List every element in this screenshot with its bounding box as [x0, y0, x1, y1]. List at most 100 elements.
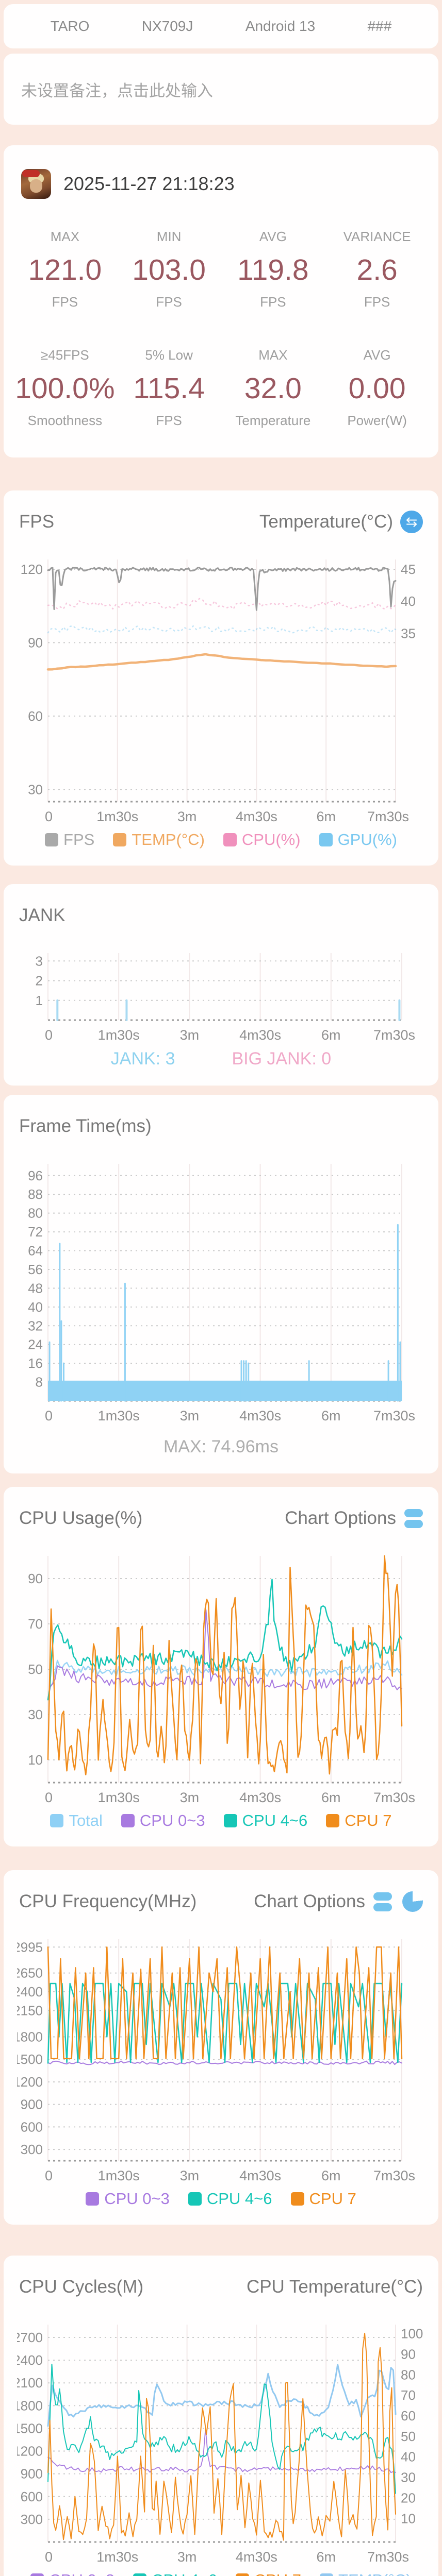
jank-chart[interactable]: 3 2 1 0 1m30s 3m 4m30s 6m 7m30s	[17, 946, 425, 1044]
svg-text:30: 30	[28, 1707, 43, 1722]
stat-unit: FPS	[364, 294, 390, 310]
chart-options-label: Chart Options	[285, 1508, 396, 1528]
svg-text:1m30s: 1m30s	[98, 1790, 140, 1805]
svg-text:40: 40	[401, 2449, 416, 2465]
cpu-cycles-chart[interactable]: 2700240021001800150012009006003001009080…	[13, 2317, 425, 2566]
legend-item[interactable]: CPU 0~3	[86, 2190, 170, 2208]
svg-text:24: 24	[28, 1337, 43, 1352]
svg-text:90: 90	[28, 1571, 43, 1586]
chart-options-icon[interactable]	[404, 1509, 423, 1528]
remark-card[interactable]: 未设置备注，点击此处输入	[4, 54, 438, 125]
temp-series	[47, 2364, 397, 2427]
stat-value: 100.0%	[15, 372, 115, 405]
legend-item[interactable]: GPU(%)	[319, 831, 397, 849]
svg-text:600: 600	[21, 2489, 43, 2504]
fps-chart-header: FPS Temperature(°C) ⇆	[17, 510, 425, 534]
svg-text:600: 600	[21, 2119, 43, 2134]
legend-label: CPU 4~6	[206, 2190, 272, 2208]
frame-time-chart[interactable]: 96 88 80 72 64 56 48 40 32 24 16 8 0 1m30s 3m 4m30s 6m 7m…	[17, 1157, 425, 1425]
tab-device-model[interactable]: NX709J	[141, 18, 193, 34]
legend-item: JANK: 3	[110, 1049, 175, 1069]
legend-item[interactable]: CPU 0~3	[121, 1811, 205, 1830]
stat-value: 119.8	[237, 253, 309, 286]
svg-text:30: 30	[28, 782, 43, 797]
svg-text:1200: 1200	[17, 2444, 43, 2459]
legend-swatch	[290, 2192, 304, 2206]
chart-options-icon[interactable]	[373, 1892, 392, 1911]
svg-text:4m30s: 4m30s	[239, 1408, 281, 1423]
legend-label: CPU 0~3	[49, 2571, 114, 2576]
cpu0-3-series	[47, 2428, 396, 2473]
svg-text:20: 20	[401, 2490, 416, 2505]
app-row: 2025-11-27 21:18:23	[13, 169, 429, 199]
stat-unit: FPS	[260, 294, 286, 310]
legend-item[interactable]: CPU 4~6	[133, 2571, 217, 2576]
svg-text:1: 1	[36, 993, 43, 1008]
legend-item[interactable]: Total	[50, 1811, 103, 1830]
stat-unit: FPS	[156, 413, 182, 428]
svg-text:2150: 2150	[17, 2003, 43, 2018]
swap-axis-icon[interactable]: ⇆	[400, 511, 423, 533]
chart-options-label: Chart Options	[254, 1891, 365, 1911]
fps-section: FPS Temperature(°C) ⇆ 120 90 60 30 45 40 35 0 1m…	[4, 490, 438, 866]
stat-unit: FPS	[52, 294, 78, 310]
svg-text:70: 70	[401, 2387, 416, 2403]
cpu-pct-series	[47, 598, 397, 610]
legend-item[interactable]: CPU 7	[290, 2190, 356, 2208]
stat-avg-fps: AVG 119.8 FPS	[221, 229, 325, 310]
legend-item[interactable]: CPU(%)	[223, 831, 301, 849]
svg-text:1500: 1500	[17, 2420, 43, 2436]
tab-device-name[interactable]: TARO	[50, 18, 90, 34]
legend-item[interactable]: CPU 4~6	[223, 1811, 307, 1830]
svg-text:50: 50	[28, 1662, 43, 1677]
jank-section: JANK 3 2 1 0 1m30s 3m 4m30s 6m 7m30s JANK: 3 BIG …	[4, 884, 438, 1086]
legend-item[interactable]: CPU 0~3	[30, 2571, 114, 2576]
legend-item[interactable]: CPU 7	[235, 2571, 301, 2576]
cpu-frequency-legend: CPU 0~3 CPU 4~6 CPU 7	[17, 2190, 425, 2208]
legend-swatch	[45, 833, 59, 846]
legend-item[interactable]: TEMP(°C)	[320, 2571, 412, 2576]
stat-value: 103.0	[132, 253, 206, 286]
pie-chart-icon[interactable]	[402, 1891, 423, 1912]
legend-item[interactable]: CPU 4~6	[188, 2190, 272, 2208]
legend-swatch	[50, 1814, 64, 1827]
legend-item[interactable]: CPU 7	[326, 1811, 392, 1830]
stat-value: 2.6	[356, 253, 398, 286]
svg-text:3m: 3m	[180, 1027, 200, 1043]
right-axis-title: Temperature(°C)	[259, 512, 393, 532]
frame-time-chart-header: Frame Time(ms)	[17, 1114, 425, 1138]
app-icon-art	[30, 179, 42, 193]
legend-item[interactable]: TEMP(°C)	[113, 831, 205, 849]
legend-item[interactable]: FPS	[45, 831, 94, 849]
game-app-icon	[21, 169, 51, 199]
tab-extra[interactable]: ###	[367, 18, 392, 34]
cpu4-6-series	[47, 1982, 403, 2064]
chart-title: CPU Cycles(M)	[19, 2277, 144, 2297]
cpu-usage-chart[interactable]: 90 70 50 30 10 0 1m30s 3m 4m30s 6m 7m30s	[17, 1549, 425, 1806]
legend-swatch	[133, 2573, 147, 2576]
svg-text:7m30s: 7m30s	[367, 2549, 409, 2565]
stat-label: AVG	[363, 347, 391, 363]
device-info-bar: TARO NX709J Android 13 ###	[4, 4, 438, 48]
remark-placeholder[interactable]: 未设置备注，点击此处输入	[21, 81, 213, 100]
legend-label: CPU 0~3	[104, 2190, 170, 2208]
chart-title: Frame Time(ms)	[19, 1116, 152, 1136]
stat-unit: FPS	[156, 294, 182, 310]
fps-chart[interactable]: 120 90 60 30 45 40 35 0 1m30s 3m 4m30s 6m 7m30s	[17, 552, 425, 825]
cpu-usage-section: CPU Usage(%) Chart Options 90 70 50 30 10 0 1m…	[4, 1487, 438, 1846]
legend-swatch	[86, 2192, 100, 2206]
chart-title: CPU Frequency(MHz)	[19, 1891, 197, 1911]
svg-text:6m: 6m	[321, 1408, 341, 1423]
tab-os-version[interactable]: Android 13	[245, 18, 316, 34]
legend-label: CPU(%)	[241, 831, 301, 849]
stat-label: ≥45FPS	[40, 347, 89, 363]
svg-text:7m30s: 7m30s	[367, 809, 409, 824]
svg-text:16: 16	[28, 1355, 43, 1371]
svg-text:7m30s: 7m30s	[373, 1790, 415, 1805]
svg-text:7m30s: 7m30s	[373, 1027, 415, 1043]
jank-chart-header: JANK	[17, 904, 425, 927]
stat-avg-power: AVG 0.00 Power(W)	[325, 347, 429, 429]
svg-text:80: 80	[28, 1206, 43, 1221]
chart-title: JANK	[19, 905, 66, 925]
